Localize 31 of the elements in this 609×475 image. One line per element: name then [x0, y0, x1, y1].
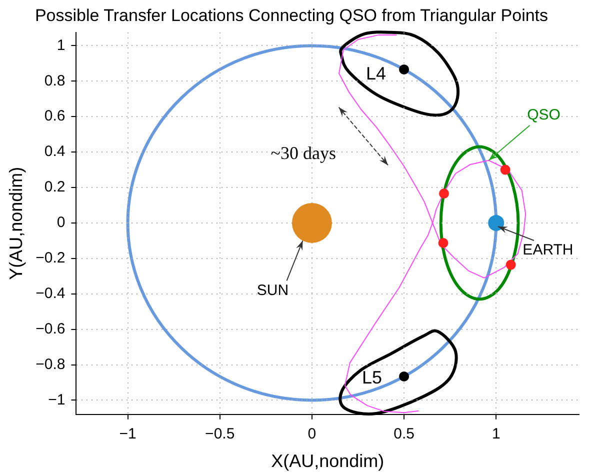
annotation: L5 — [362, 367, 382, 388]
y-tick-label: −0.6 — [36, 320, 66, 338]
y-tick-label: 0.2 — [44, 178, 66, 196]
y-tick-label: 1 — [56, 36, 66, 54]
annotation: QSO — [527, 106, 560, 124]
annotation: SUN — [256, 282, 289, 299]
x-tick-label: −0.5 — [205, 426, 235, 443]
y-tick-label: −1 — [48, 391, 66, 408]
annotation: EARTH — [522, 242, 574, 259]
x-axis-title: X(AU,nondim) — [271, 451, 384, 472]
point — [439, 188, 450, 199]
annotation: L4 — [366, 63, 386, 84]
y-tick-label: −0.8 — [36, 356, 66, 373]
chart-title: Possible Transfer Locations Connecting QSO from Triangular Points — [34, 6, 548, 25]
y-tick-label: −0.2 — [36, 250, 66, 267]
x-tick-label: 1 — [492, 426, 500, 443]
x-tick-label: 0.5 — [394, 426, 414, 443]
y-tick-label: 0.4 — [44, 143, 66, 160]
point — [399, 64, 410, 74]
x-tick-label: −1 — [119, 426, 136, 443]
y-tick-label: 0.6 — [44, 108, 66, 125]
y-axis-title: Y(AU,nondim) — [6, 166, 26, 280]
point — [500, 164, 510, 175]
y-tick-label: −0.4 — [36, 285, 66, 302]
point — [506, 260, 516, 270]
point — [438, 238, 448, 248]
y-tick-label: 0.8 — [44, 72, 66, 90]
point — [399, 371, 410, 382]
x-tick-label: 0 — [308, 426, 316, 443]
annotation: ~30 days — [270, 142, 336, 163]
y-tick-label: 0 — [56, 214, 66, 232]
